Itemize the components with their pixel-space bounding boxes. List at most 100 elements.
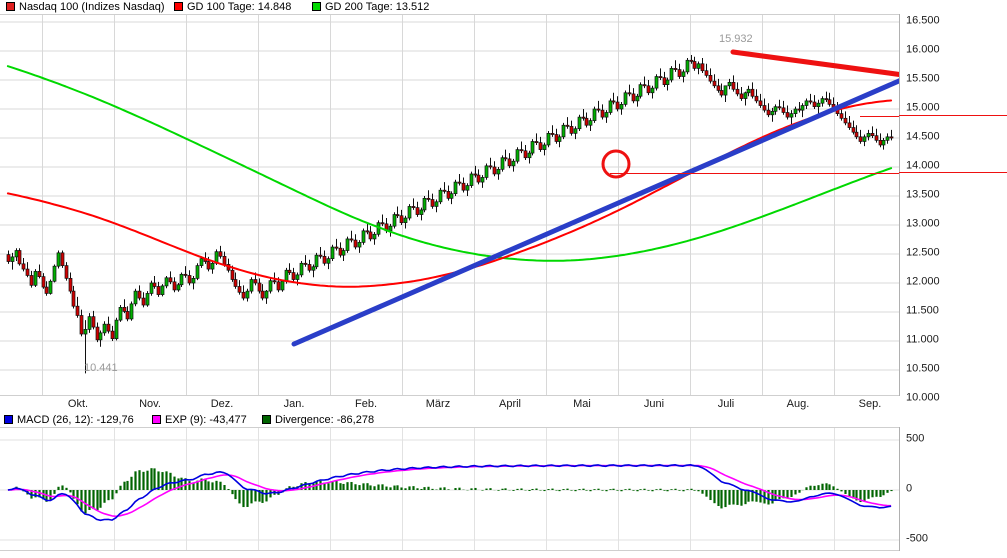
candle-body [669, 68, 674, 81]
candle-body [735, 88, 740, 95]
candle-body [797, 108, 802, 111]
candle-body [716, 85, 721, 91]
uptrend-line[interactable] [291, 34, 899, 347]
candle-body [430, 199, 435, 207]
candle-body [199, 258, 204, 266]
macd-legend-item[interactable]: Divergence: -86,278 [262, 413, 374, 427]
candle-body [272, 280, 277, 283]
candle-body [550, 133, 555, 135]
candle-body [191, 278, 196, 284]
downtrend-line[interactable] [730, 49, 899, 89]
candle-body [164, 277, 169, 287]
candle-body [858, 136, 863, 142]
candle-body [326, 258, 331, 264]
macd-y-tick-label: -500 [906, 532, 929, 545]
candle-body [210, 262, 215, 270]
legend-color-swatch [262, 415, 271, 424]
candle-body [419, 209, 424, 215]
candle-body [257, 282, 262, 292]
macd-legend-item[interactable]: MACD (26, 12): -129,76 [4, 413, 134, 427]
candle-body [152, 282, 157, 287]
candle-body [785, 112, 790, 118]
candle-body [681, 71, 686, 77]
candle-body [357, 242, 362, 248]
x-axis-month-label: Mai [573, 398, 591, 410]
candle-body [71, 290, 76, 307]
candle-body [368, 231, 373, 240]
candle-body [399, 215, 404, 224]
candle-body [322, 255, 327, 264]
candle-body [179, 273, 184, 286]
price-chart-panel[interactable] [0, 14, 899, 396]
price-y-tick-label: 10.500 [906, 362, 940, 375]
signal-circle-marker[interactable] [601, 149, 631, 179]
price-y-tick-label: 13.000 [906, 217, 940, 230]
gd200-moving-average-line [6, 65, 893, 262]
candle-body [881, 139, 886, 146]
candle-body [615, 101, 620, 110]
legend-color-swatch [174, 2, 183, 11]
candle-body [222, 255, 227, 265]
price-legend-item[interactable]: GD 200 Tage: 13.512 [312, 0, 429, 14]
candle-body [330, 246, 335, 259]
macd-legend-item[interactable]: EXP (9): -43,477 [152, 413, 247, 427]
candle-body [415, 207, 420, 215]
candle-body [37, 271, 42, 277]
candle-body [673, 68, 678, 70]
candle-body [854, 131, 859, 138]
price-axis-spine [899, 14, 900, 396]
legend-label: EXP (9): -43,477 [165, 414, 247, 426]
x-axis-month-label: März [425, 398, 451, 410]
candle-body [52, 265, 57, 282]
candle-body [878, 139, 883, 146]
x-axis-month-label: Okt. [67, 398, 89, 410]
candle-body [14, 250, 19, 258]
candle-body [392, 214, 397, 227]
candle-body [341, 250, 346, 256]
candle-body [851, 127, 856, 133]
legend-color-swatch [6, 2, 15, 11]
price-legend-item[interactable]: Nasdaq 100 (Indizes Nasdaq) [6, 0, 165, 14]
candle-body [650, 87, 655, 94]
candle-body [318, 254, 323, 257]
legend-label: Divergence: -86,278 [275, 414, 375, 426]
candle-body [75, 305, 80, 316]
candle-body [56, 252, 61, 267]
candle-body [689, 59, 694, 62]
x-axis-month-label: Dez. [210, 398, 234, 410]
candle-body [569, 126, 574, 134]
price-chart-canvas [0, 15, 899, 395]
candle-body [25, 268, 30, 276]
price-legend-item[interactable]: GD 100 Tage: 14.848 [174, 0, 291, 14]
candle-body [480, 177, 485, 183]
macd-chart-panel[interactable] [0, 427, 899, 551]
price-y-tick-label: 13.500 [906, 188, 940, 201]
candle-body [496, 168, 501, 175]
candle-body [465, 185, 470, 191]
candle-body [183, 273, 188, 276]
candle-body [280, 280, 285, 291]
candle-body [334, 246, 339, 249]
candle-body [141, 297, 146, 306]
candle-body [727, 81, 732, 87]
candle-body [434, 201, 439, 207]
candle-body [160, 285, 165, 295]
price-y-tick-label: 14.500 [906, 130, 940, 143]
candle-body [604, 112, 609, 118]
price-y-tick-label: 11.500 [906, 304, 939, 317]
candle-body [870, 133, 875, 137]
candle-body [530, 141, 535, 154]
candle-body [627, 92, 632, 95]
candle-body [361, 230, 366, 243]
x-axis-month-label: Juni [643, 398, 665, 410]
candle-body [696, 63, 701, 69]
candle-body [106, 323, 111, 332]
candle-body [793, 108, 798, 114]
candle-body [303, 262, 308, 265]
candle-body [777, 106, 782, 109]
x-axis-month-label: April [498, 398, 522, 410]
chart-overlays [291, 34, 899, 347]
candle-body [129, 303, 134, 320]
candle-body [206, 261, 211, 270]
